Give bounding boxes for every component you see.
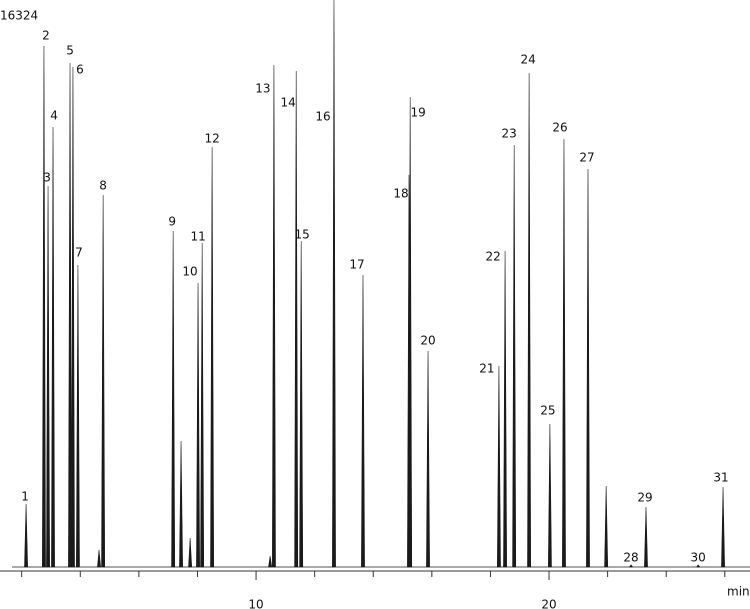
- peak-label: 18: [393, 186, 408, 200]
- peak-label: 23: [502, 127, 517, 141]
- peak: [299, 241, 304, 568]
- peak: [586, 169, 590, 568]
- peak: [179, 440, 183, 568]
- peak-label: 31: [713, 471, 728, 485]
- peak-label: 6: [76, 63, 84, 77]
- peak: [294, 70, 299, 568]
- peak: [101, 194, 106, 568]
- peak-label: 3: [43, 171, 51, 185]
- peak-label: 28: [623, 550, 638, 564]
- peak: [361, 274, 365, 568]
- peak: [196, 283, 200, 568]
- y-max-label: 16324: [0, 9, 38, 23]
- peak-label: 5: [66, 44, 74, 58]
- peak-label: 4: [50, 109, 58, 123]
- peak-label: 10: [182, 265, 197, 279]
- peak: [46, 185, 50, 568]
- peak-label: 20: [420, 333, 435, 347]
- peak-label: 27: [579, 151, 594, 165]
- peak: [268, 555, 273, 568]
- peak-label: 15: [295, 228, 310, 242]
- peak: [503, 251, 507, 568]
- peak-label: 12: [204, 132, 219, 146]
- peak-label: 25: [540, 403, 555, 417]
- peak-label: 7: [75, 246, 83, 260]
- peak: [562, 139, 566, 568]
- peak: [426, 350, 430, 568]
- peak: [272, 65, 276, 568]
- peak-label: 11: [191, 230, 206, 244]
- peak: [695, 564, 701, 568]
- peak: [51, 127, 55, 568]
- peak-label: 30: [691, 550, 706, 564]
- peak: [512, 145, 517, 568]
- peak-label: 13: [255, 82, 270, 96]
- peak: [408, 97, 413, 568]
- peak: [644, 507, 648, 568]
- peak-label: 1: [21, 489, 29, 503]
- peak-label: 9: [168, 215, 176, 229]
- peak: [200, 242, 205, 568]
- peak-label: 22: [485, 250, 500, 264]
- peak: [527, 73, 532, 568]
- peak: [76, 265, 80, 568]
- peak-label: 14: [281, 95, 296, 109]
- x-axis-unit: min: [727, 585, 750, 599]
- peak: [24, 503, 28, 568]
- peak-label: 21: [479, 361, 494, 375]
- peak-label: 8: [99, 178, 107, 192]
- peak-label: 2: [42, 28, 50, 42]
- peak-label: 24: [520, 53, 535, 67]
- x-tick-label: 10: [248, 598, 263, 609]
- peak: [628, 564, 634, 568]
- peak: [604, 485, 609, 568]
- peak-label: 26: [552, 121, 567, 135]
- peak-label: 19: [411, 106, 426, 120]
- peak: [210, 147, 215, 568]
- peak-label: 16: [315, 110, 330, 124]
- peak: [497, 365, 501, 568]
- peak: [97, 549, 101, 568]
- peak-label: 17: [349, 257, 364, 271]
- peak: [547, 423, 552, 568]
- peak: [171, 231, 176, 568]
- peak: [332, 0, 336, 568]
- x-tick-label: 20: [541, 598, 556, 609]
- peak: [721, 487, 725, 568]
- peak: [42, 45, 46, 568]
- peak: [71, 67, 75, 568]
- peak: [188, 537, 193, 568]
- peak: [68, 63, 72, 568]
- peak-label: 29: [637, 491, 652, 505]
